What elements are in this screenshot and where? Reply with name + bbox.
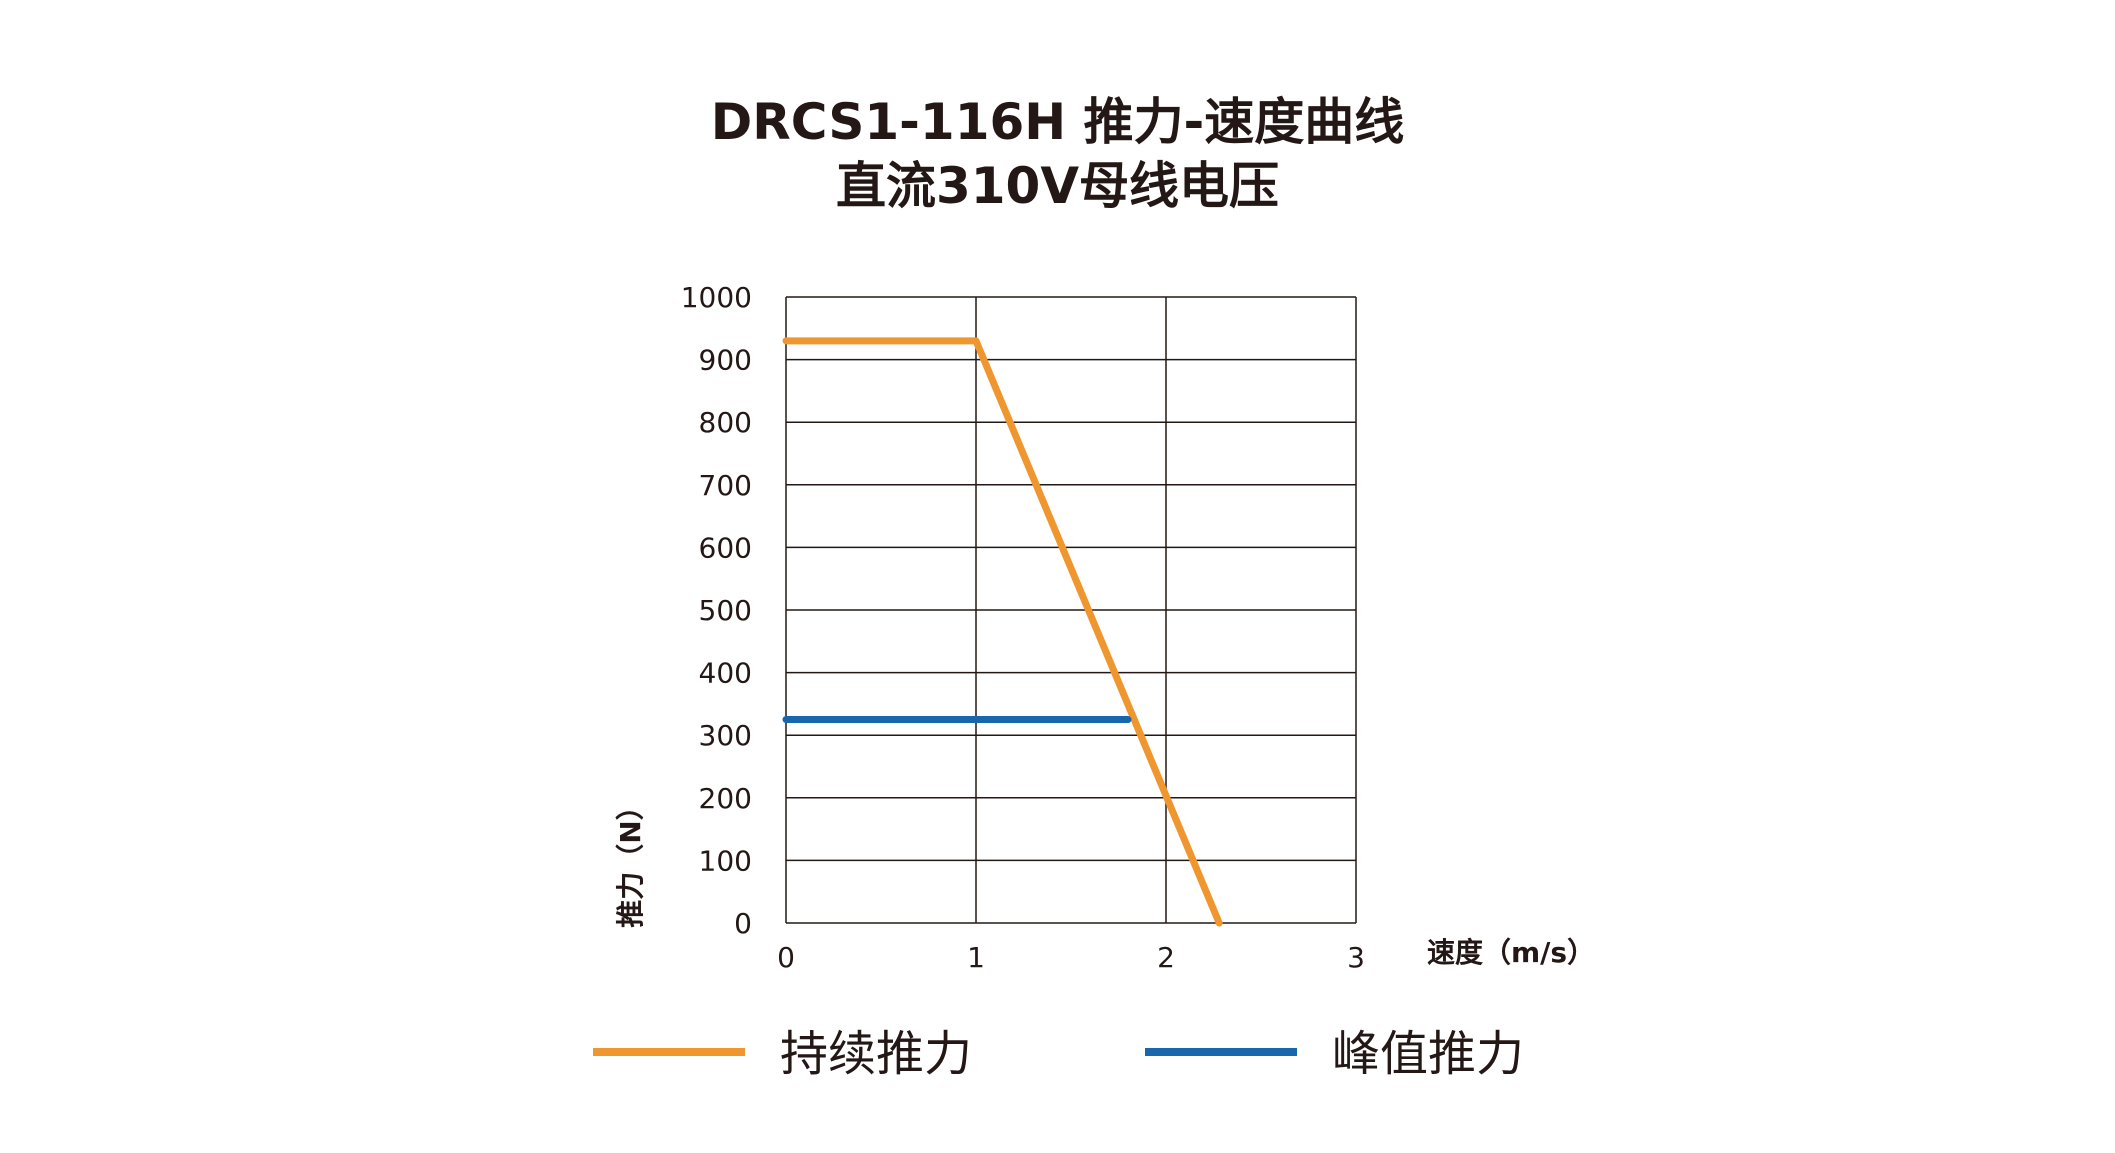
y-tick-label: 500 — [699, 594, 752, 627]
x-tick-label: 2 — [1157, 941, 1175, 974]
x-tick-label: 0 — [777, 941, 795, 974]
y-tick-label: 1000 — [681, 281, 752, 314]
y-tick-label: 600 — [699, 531, 752, 564]
y-tick-label: 700 — [699, 469, 752, 502]
y-tick-label: 0 — [734, 907, 752, 940]
chart-title-line2: 直流310V母线电压 — [835, 157, 1280, 215]
legend: 持续推力 峰值推力 — [593, 1026, 1524, 1082]
x-tick-label: 3 — [1347, 941, 1365, 974]
x-axis-title: 速度（m/s） — [1427, 936, 1595, 969]
y-tick-label: 300 — [699, 719, 752, 752]
chart-title: DRCS1-116H 推力-速度曲线 直流310V母线电压 — [0, 90, 2115, 218]
legend-label-peak: 峰值推力 — [1332, 1026, 1524, 1082]
y-tick-label: 800 — [699, 406, 752, 439]
series-line-continuous — [782, 337, 1223, 927]
y-axis-title: 推力（N） — [614, 792, 647, 927]
grid-layer — [785, 296, 1357, 924]
x-tick-label: 1 — [967, 941, 985, 974]
series-layer — [782, 337, 1223, 927]
y-tick-label: 900 — [699, 344, 752, 377]
tick-labels: 0 100 200 300 400 500 600 700 800 900 1000 0 1 2 3 — [681, 281, 1365, 974]
y-tick-label: 400 — [699, 657, 752, 690]
chart-title-line1: DRCS1-116H 推力-速度曲线 — [710, 93, 1405, 151]
y-tick-label: 200 — [699, 782, 752, 815]
y-tick-label: 100 — [699, 844, 752, 877]
legend-label-continuous: 持续推力 — [780, 1026, 972, 1082]
